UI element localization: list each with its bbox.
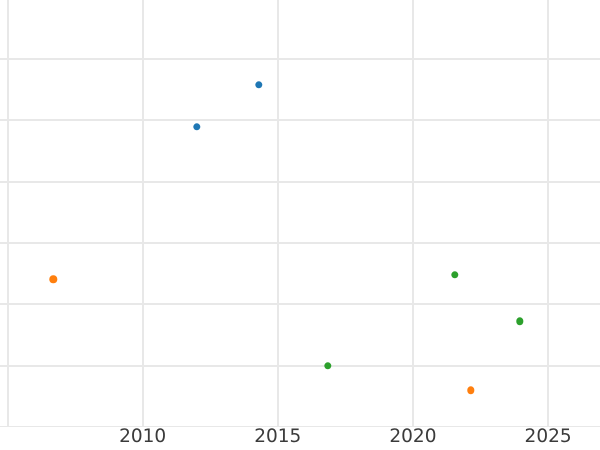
x-tick-label: 2015 [254, 426, 302, 447]
gridline-horizontal [0, 180, 600, 183]
gridline-horizontal [0, 426, 600, 427]
x-tick-label: 2010 [119, 426, 167, 447]
gridline-horizontal [0, 364, 600, 367]
gridline-horizontal [0, 57, 600, 60]
gridline-horizontal [0, 119, 600, 122]
scatter-point-green [324, 361, 332, 370]
gridline-horizontal [0, 303, 600, 306]
gridline-vertical [141, 0, 144, 427]
gridline-horizontal [0, 241, 600, 244]
gridline-vertical [276, 0, 279, 427]
scatter-point-orange [49, 275, 58, 283]
x-tick-label: 2025 [524, 426, 572, 447]
scatter-point-blue [255, 80, 263, 89]
gridline-vertical [547, 0, 550, 427]
scatter-point-blue [193, 123, 201, 131]
plot-area [0, 0, 600, 427]
scatter-point-orange [467, 386, 475, 394]
x-tick-label: 2020 [389, 426, 437, 447]
scatter-point-green [516, 317, 524, 326]
gridline-vertical [6, 0, 9, 427]
gridline-vertical [411, 0, 414, 427]
scatter-point-green [451, 271, 459, 279]
